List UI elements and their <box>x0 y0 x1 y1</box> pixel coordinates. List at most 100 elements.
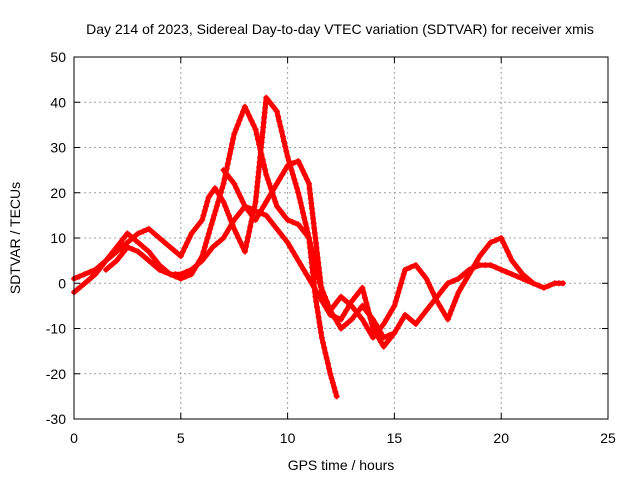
y-tick-label: 10 <box>50 230 66 246</box>
data-point <box>231 130 238 137</box>
y-tick-label: 20 <box>50 185 66 201</box>
data-point <box>110 260 117 267</box>
data-point <box>476 253 483 260</box>
data-point <box>225 212 232 219</box>
data-point <box>81 271 88 278</box>
data-point <box>484 244 490 251</box>
data-point <box>378 339 384 346</box>
data-point <box>220 198 227 205</box>
data-point <box>195 260 202 267</box>
data-point <box>207 225 214 232</box>
data-point <box>213 203 220 210</box>
data-point <box>203 203 209 210</box>
data-point <box>192 226 198 232</box>
data-point <box>200 212 207 219</box>
data-point <box>303 224 310 231</box>
data-point <box>278 128 285 135</box>
data-point <box>270 103 277 110</box>
data-point <box>117 239 124 246</box>
data-point <box>152 263 159 270</box>
data-point <box>362 295 368 301</box>
data-point <box>273 108 280 115</box>
data-point <box>188 266 195 273</box>
series-track-4 <box>103 203 537 350</box>
data-point <box>324 307 331 314</box>
data-point <box>341 296 348 303</box>
y-tick-label: -30 <box>46 411 66 427</box>
chart-title: Day 214 of 2023, Sidereal Day-to-day VTE… <box>86 21 594 37</box>
data-point <box>504 248 511 255</box>
data-point <box>546 282 553 289</box>
data-point <box>263 212 270 219</box>
data-point <box>142 254 149 261</box>
data-point <box>273 225 280 232</box>
y-tick-label: 50 <box>50 49 66 65</box>
data-point <box>444 316 451 323</box>
data-point <box>172 271 179 278</box>
data-point <box>117 245 124 252</box>
data-point <box>149 253 156 260</box>
data-point <box>192 263 198 270</box>
data-point <box>402 266 409 273</box>
data-point <box>359 316 366 323</box>
data-point <box>313 298 320 305</box>
data-point <box>87 268 93 275</box>
data-point <box>160 238 166 244</box>
data-point <box>281 212 287 219</box>
data-point <box>234 121 241 128</box>
data-point <box>201 207 208 214</box>
data-point <box>281 138 287 145</box>
data-point <box>237 239 244 246</box>
data-point <box>245 233 252 240</box>
data-point <box>252 126 259 133</box>
data-point <box>204 235 211 241</box>
data-point <box>272 198 279 205</box>
data-point <box>241 203 248 210</box>
data-point <box>221 175 228 182</box>
data-point <box>78 283 85 290</box>
data-point <box>318 329 324 336</box>
data-point <box>392 298 399 305</box>
data-point <box>359 302 366 309</box>
data-point <box>326 365 333 372</box>
data-point <box>560 280 567 287</box>
data-point <box>235 235 242 241</box>
data-point <box>298 204 305 211</box>
data-point <box>228 221 235 228</box>
data-point <box>366 310 372 317</box>
data-point <box>508 271 515 278</box>
data-point <box>156 235 163 241</box>
data-point <box>282 143 289 150</box>
data-point <box>257 210 264 217</box>
data-point <box>316 293 323 300</box>
data-point <box>396 321 403 327</box>
data-point <box>177 271 184 278</box>
data-point <box>229 140 236 147</box>
data-point <box>300 209 306 216</box>
data-point <box>317 324 324 331</box>
data-point <box>492 237 499 244</box>
data-point <box>498 266 505 273</box>
data-point <box>85 277 92 284</box>
data-point <box>314 309 321 316</box>
data-point <box>152 257 159 264</box>
data-point <box>492 264 499 271</box>
data-point <box>399 275 406 282</box>
data-point <box>250 121 257 128</box>
data-point <box>220 235 227 241</box>
data-point <box>235 189 242 196</box>
data-point <box>453 293 460 300</box>
data-point <box>138 251 145 258</box>
data-point <box>281 235 287 241</box>
data-point <box>186 235 193 241</box>
data-point <box>224 207 231 214</box>
data-point <box>231 216 238 223</box>
data-point <box>103 266 109 273</box>
data-point <box>500 239 507 246</box>
data-point <box>288 167 295 174</box>
data-point <box>315 314 322 321</box>
data-point <box>120 248 127 255</box>
data-point <box>236 117 243 124</box>
data-point <box>360 289 367 296</box>
data-point <box>74 286 81 293</box>
